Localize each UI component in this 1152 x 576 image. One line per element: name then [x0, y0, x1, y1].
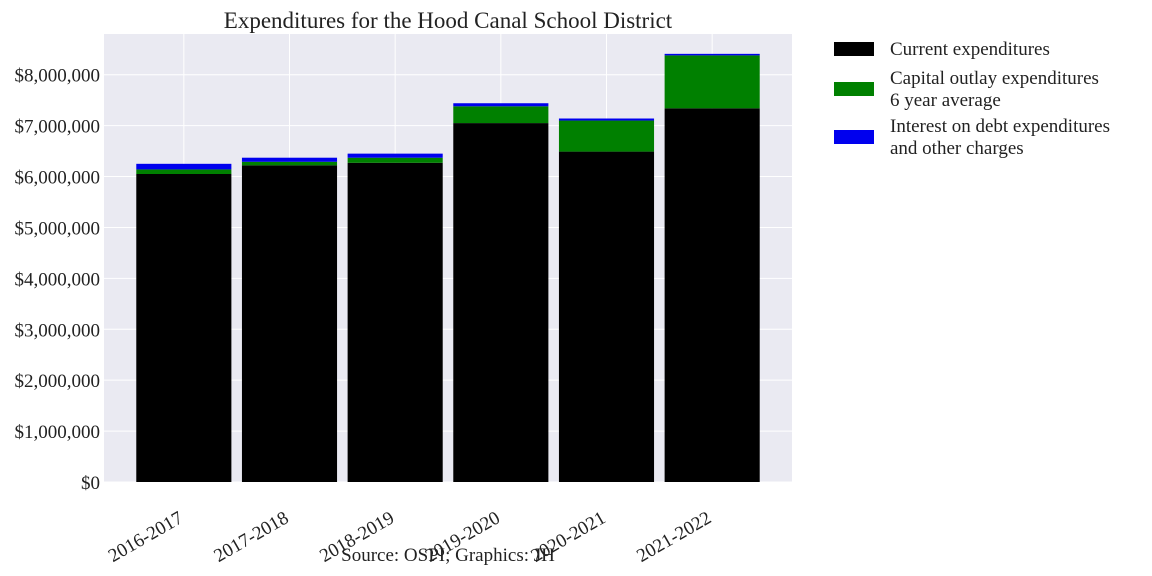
- y-tick-label: $5,000,000: [15, 218, 101, 239]
- bar-segment-interest-2017-2018: [241, 157, 338, 162]
- x-tick-label: 2016-2017: [105, 507, 187, 566]
- y-tick-label: $8,000,000: [15, 66, 101, 87]
- y-tick-label: $4,000,000: [15, 269, 101, 290]
- bar-segment-interest-2019-2020: [453, 103, 549, 107]
- bar-segment-current-2017-2018: [241, 165, 338, 482]
- y-tick-label: $2,000,000: [15, 371, 101, 392]
- x-tick-label: 2017-2018: [211, 507, 293, 566]
- bar-segment-interest-2020-2021: [558, 118, 655, 121]
- source-caption: Source: OSPI; Graphics: JH: [341, 545, 555, 566]
- legend-label: Capital outlay expenditures 6 year averag…: [890, 68, 1099, 111]
- chart-title: Expenditures for the Hood Canal School D…: [224, 8, 673, 33]
- bar-segment-capital-2021-2022: [664, 55, 760, 109]
- legend-label: Interest on debt expenditures and other c…: [890, 116, 1110, 159]
- bar-segment-current-2019-2020: [453, 123, 549, 482]
- bar-segment-capital-2016-2017: [136, 169, 232, 174]
- legend-swatch: [834, 82, 874, 96]
- legend-swatch: [834, 130, 874, 144]
- legend-swatch: [834, 42, 874, 56]
- y-tick-labels: $0 $1,000,000 $2,000,000 $3,000,000 $4,000,0…: [15, 66, 101, 494]
- bar-segment-current-2018-2019: [347, 162, 443, 483]
- legend-label: Current expenditures: [890, 39, 1050, 60]
- y-tick-label: $7,000,000: [15, 117, 101, 138]
- bar-segment-interest-2021-2022: [664, 53, 760, 56]
- y-tick-label: $3,000,000: [15, 320, 101, 341]
- bar-segment-current-2016-2017: [136, 174, 232, 482]
- bar-segment-capital-2020-2021: [558, 120, 655, 152]
- bar-segment-current-2021-2022: [664, 108, 760, 482]
- y-tick-label: $1,000,000: [15, 422, 101, 443]
- bar-segment-current-2020-2021: [558, 151, 655, 482]
- bar-segment-capital-2019-2020: [453, 106, 549, 124]
- bars: [136, 53, 760, 483]
- bar-segment-interest-2016-2017: [136, 163, 232, 170]
- bar-segment-interest-2018-2019: [347, 153, 443, 158]
- legend: Current expenditures Capital outlay expen…: [834, 39, 1110, 159]
- x-tick-label: 2021-2022: [633, 507, 715, 566]
- y-tick-label: $0: [81, 473, 100, 494]
- bar-segment-capital-2018-2019: [347, 157, 443, 163]
- y-tick-label: $6,000,000: [15, 168, 101, 189]
- bar-segment-capital-2017-2018: [241, 161, 338, 166]
